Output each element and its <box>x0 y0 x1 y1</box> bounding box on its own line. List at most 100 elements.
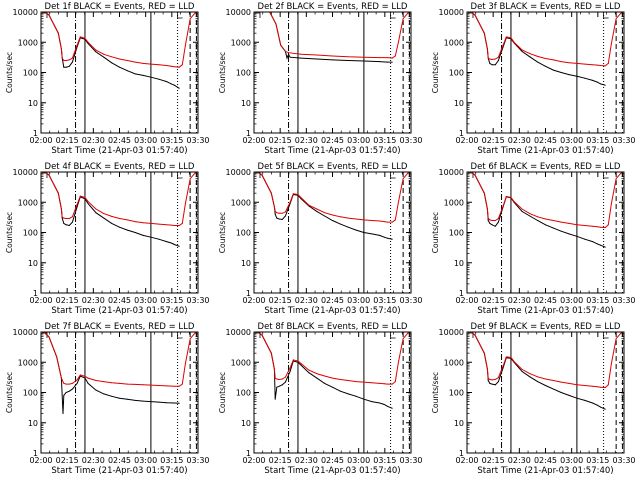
lld-point <box>411 329 412 330</box>
events-point <box>134 399 136 401</box>
events-point <box>467 169 468 170</box>
x-tick-label: 03:00 <box>347 136 370 145</box>
y-tick-label: 100 <box>236 229 251 238</box>
lld-point <box>596 64 598 66</box>
events-point <box>600 244 601 246</box>
x-tick-label: 02:00 <box>455 136 478 145</box>
events-point <box>379 402 381 404</box>
lld-point <box>150 222 152 224</box>
y-tick-label: 100 <box>236 389 251 398</box>
events-point <box>521 210 523 212</box>
events-point <box>119 226 120 228</box>
series-events-line <box>43 12 180 89</box>
lld-point <box>615 18 617 20</box>
lld-point <box>126 60 128 61</box>
lld-point <box>316 208 318 210</box>
y-tick-label: 10000 <box>226 328 251 337</box>
x-tick-label: 03:30 <box>186 136 209 145</box>
events-point <box>65 392 67 393</box>
lld-point <box>592 385 594 387</box>
events-point <box>126 229 128 231</box>
lld-point <box>615 178 617 180</box>
events-point <box>316 210 318 212</box>
corner-bracket <box>42 332 48 338</box>
events-point <box>87 382 89 384</box>
lld-point <box>68 218 70 219</box>
panel-title: Det 3f BLACK = Events, RED = LLD <box>471 2 621 12</box>
lld-point <box>274 210 276 212</box>
panel-4: Det 4f BLACK = Events, RED = LLD 1 10 100 10… <box>5 162 210 316</box>
events-point <box>170 83 172 85</box>
events-point <box>173 402 175 404</box>
x-tick-label: 02:00 <box>29 136 52 145</box>
events-point <box>600 406 601 408</box>
lld-point <box>332 377 333 379</box>
x-axis-label: Start Time (21-Apr-03 01:57:40) <box>477 306 613 316</box>
events-point <box>371 233 373 235</box>
y-tick-label: 10 <box>454 259 464 268</box>
series-lld-line <box>469 12 623 67</box>
events-point <box>276 217 278 219</box>
lld-point <box>397 201 399 203</box>
lld-point <box>324 212 326 214</box>
x-tick-label: 03:15 <box>160 456 183 465</box>
lld-point <box>386 221 388 223</box>
corner-bracket <box>177 13 183 19</box>
lld-point <box>142 384 144 386</box>
lld-point <box>391 221 393 223</box>
lld-point <box>198 169 199 170</box>
events-point <box>71 221 73 223</box>
corner-bracket <box>42 172 48 178</box>
lld-point <box>65 383 67 385</box>
lld-point <box>261 334 263 336</box>
panel-9: Det 9f BLACK = Events, RED = LLD 1 10 100 10… <box>431 322 636 476</box>
x-tick-label: 03:30 <box>186 296 209 305</box>
lld-point <box>270 352 272 354</box>
lld-point <box>502 44 504 46</box>
lld-point <box>61 57 63 59</box>
events-point <box>383 404 385 405</box>
lld-point <box>624 169 625 170</box>
events-point <box>324 215 326 217</box>
events-point <box>119 66 120 68</box>
x-tick-label: 02:45 <box>108 136 131 145</box>
lld-point <box>178 385 180 387</box>
lld-point <box>596 386 598 388</box>
plot-frame <box>466 11 625 134</box>
lld-point <box>347 217 349 219</box>
lld-point <box>189 18 191 20</box>
lld-point <box>489 379 491 380</box>
lld-point <box>607 384 609 386</box>
lld-point <box>505 36 507 38</box>
lld-point <box>552 380 554 381</box>
events-point <box>134 73 136 75</box>
lld-point <box>198 329 199 330</box>
lld-point <box>48 174 50 176</box>
y-tick-label: 100 <box>23 229 38 238</box>
lld-point <box>126 219 128 221</box>
events-point <box>316 377 318 379</box>
lld-point <box>592 64 594 66</box>
x-axis-label: Start Time (21-Apr-03 01:57:40) <box>477 146 613 156</box>
x-tick-label: 03:30 <box>612 136 635 145</box>
events-point <box>494 225 496 227</box>
events-point <box>178 245 180 247</box>
lld-point <box>386 383 388 385</box>
lld-point <box>119 58 120 60</box>
events-point <box>584 238 586 240</box>
events-point <box>95 212 97 214</box>
events-point <box>494 384 496 386</box>
series-events-line <box>469 172 606 248</box>
panel-title: Det 5f BLACK = Events, RED = LLD <box>258 162 408 172</box>
lld-point <box>600 386 601 388</box>
x-tick-label: 02:45 <box>108 296 131 305</box>
lld-point <box>61 216 63 218</box>
events-point <box>604 246 606 248</box>
events-point <box>68 65 70 67</box>
lld-point <box>596 226 598 228</box>
y-tick-label: 1 <box>246 129 251 138</box>
events-point <box>119 397 120 399</box>
lld-point <box>254 329 255 330</box>
lld-point <box>56 356 58 358</box>
series-events-line <box>256 332 393 409</box>
